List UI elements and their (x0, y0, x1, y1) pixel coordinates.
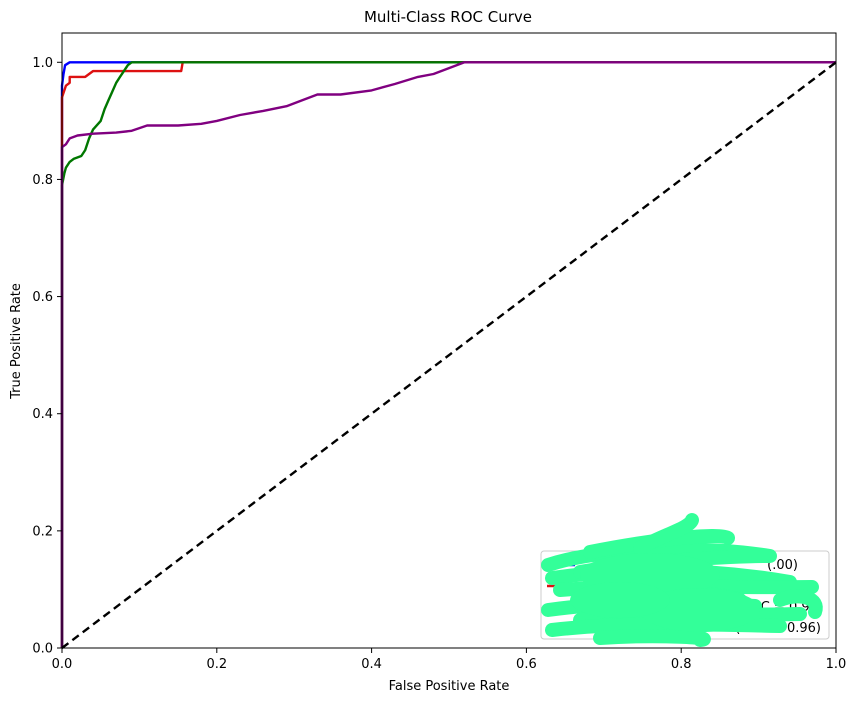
y-axis: 0.0 0.2 0.4 0.6 0.8 1.0 (32, 56, 62, 657)
x-tick-label-4: 0.8 (671, 657, 692, 672)
scribble-stroke-1 (583, 528, 735, 559)
x-axis-label: False Positive Rate (389, 679, 510, 694)
series-line-4 (61, 61, 837, 649)
x-tick-label-3: 0.6 (516, 657, 537, 672)
x-axis: 0.0 0.2 0.4 0.6 0.8 1.0 (52, 648, 847, 672)
x-tick-label-5: 1.0 (826, 657, 847, 672)
y-tick-label-1: 0.2 (32, 524, 53, 539)
y-tick-label-5: 1.0 (32, 56, 53, 71)
y-axis-label: True Positive Rate (9, 283, 24, 400)
series-line-2 (60, 61, 836, 648)
scribble-stroke-12 (773, 589, 823, 619)
series-line-1 (60, 61, 836, 648)
y-tick-label-2: 0.4 (32, 407, 53, 422)
y-tick-label-4: 0.8 (32, 173, 53, 188)
y-tick-label-3: 0.6 (32, 290, 53, 305)
y-tick-label-0: 0.0 (32, 642, 53, 657)
x-tick-label-0: 0.0 (52, 657, 73, 672)
scribble-stroke-2 (633, 513, 699, 555)
x-tick-label-2: 0.4 (361, 657, 382, 672)
legend-label-0: (.00) (767, 558, 798, 573)
scribble-overlay (541, 513, 823, 647)
plot-frame (61, 32, 837, 649)
scribble-blob-1 (640, 588, 760, 632)
plot-area (60, 61, 837, 649)
scribble-blob-2 (570, 582, 670, 618)
series-line-3 (60, 61, 836, 648)
chart-title: Multi-Class ROC Curve (364, 8, 532, 26)
x-tick-label-1: 0.2 (206, 657, 227, 672)
scribble-stroke-10 (593, 629, 711, 647)
